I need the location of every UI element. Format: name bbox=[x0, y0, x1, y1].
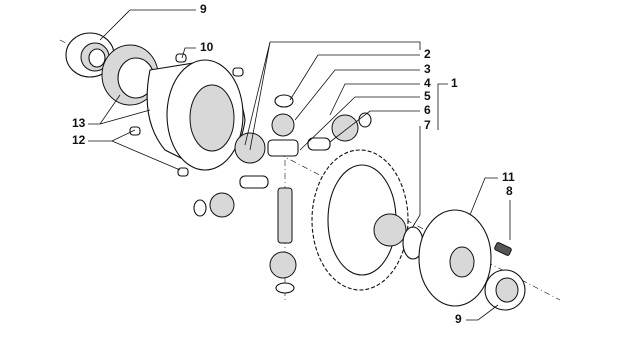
callout: 12 bbox=[72, 133, 86, 147]
block bbox=[267, 139, 299, 157]
callout: 9 bbox=[200, 2, 207, 16]
side-gear bbox=[331, 114, 359, 142]
leader-line bbox=[88, 94, 151, 125]
leader-line bbox=[99, 9, 196, 41]
leader-line bbox=[411, 126, 421, 229]
washer bbox=[193, 199, 207, 217]
pin bbox=[232, 67, 244, 77]
callout: 3 bbox=[424, 62, 431, 76]
leader-line bbox=[466, 304, 499, 321]
leader-line bbox=[437, 83, 448, 130]
callout: 7 bbox=[424, 118, 431, 132]
washer bbox=[274, 94, 294, 108]
pin-shaft bbox=[239, 175, 269, 189]
bearing-bore bbox=[88, 48, 106, 68]
cross-shaft bbox=[277, 187, 293, 244]
flange-hub bbox=[449, 246, 475, 278]
bearing-inner bbox=[495, 277, 519, 303]
callout: 9 bbox=[455, 312, 462, 326]
pin bbox=[177, 167, 189, 177]
leader-line bbox=[329, 110, 420, 143]
planet-gear bbox=[209, 192, 235, 218]
leader-line bbox=[294, 69, 420, 121]
leader-line bbox=[329, 83, 420, 116]
leader-line bbox=[469, 177, 498, 216]
pin-shaft bbox=[307, 137, 331, 151]
callout: 10 bbox=[200, 40, 214, 54]
callout: 13 bbox=[72, 116, 86, 130]
leader-line bbox=[289, 54, 420, 101]
bolt bbox=[494, 242, 512, 256]
callout: 11 bbox=[502, 170, 515, 184]
leader-line bbox=[181, 47, 196, 59]
callouts: 9 10 13 12 2 3 4 1 5 6 7 11 8 9 bbox=[72, 2, 515, 326]
drawing bbox=[59, 9, 561, 321]
planet-gear bbox=[271, 113, 295, 137]
leader-line bbox=[244, 41, 421, 151]
leader-line bbox=[88, 129, 181, 171]
callout: 6 bbox=[424, 103, 431, 117]
callout: 4 bbox=[424, 76, 431, 90]
leader-line bbox=[299, 96, 420, 151]
callout: 2 bbox=[424, 47, 431, 61]
washer bbox=[275, 282, 295, 294]
pin bbox=[129, 126, 141, 136]
pin bbox=[175, 53, 187, 63]
housing-bore bbox=[189, 84, 235, 152]
planet-gear bbox=[269, 251, 297, 279]
callout: 8 bbox=[506, 184, 513, 198]
callout: 1 bbox=[451, 76, 458, 90]
callout: 5 bbox=[424, 89, 431, 103]
hub-gear bbox=[373, 213, 407, 247]
